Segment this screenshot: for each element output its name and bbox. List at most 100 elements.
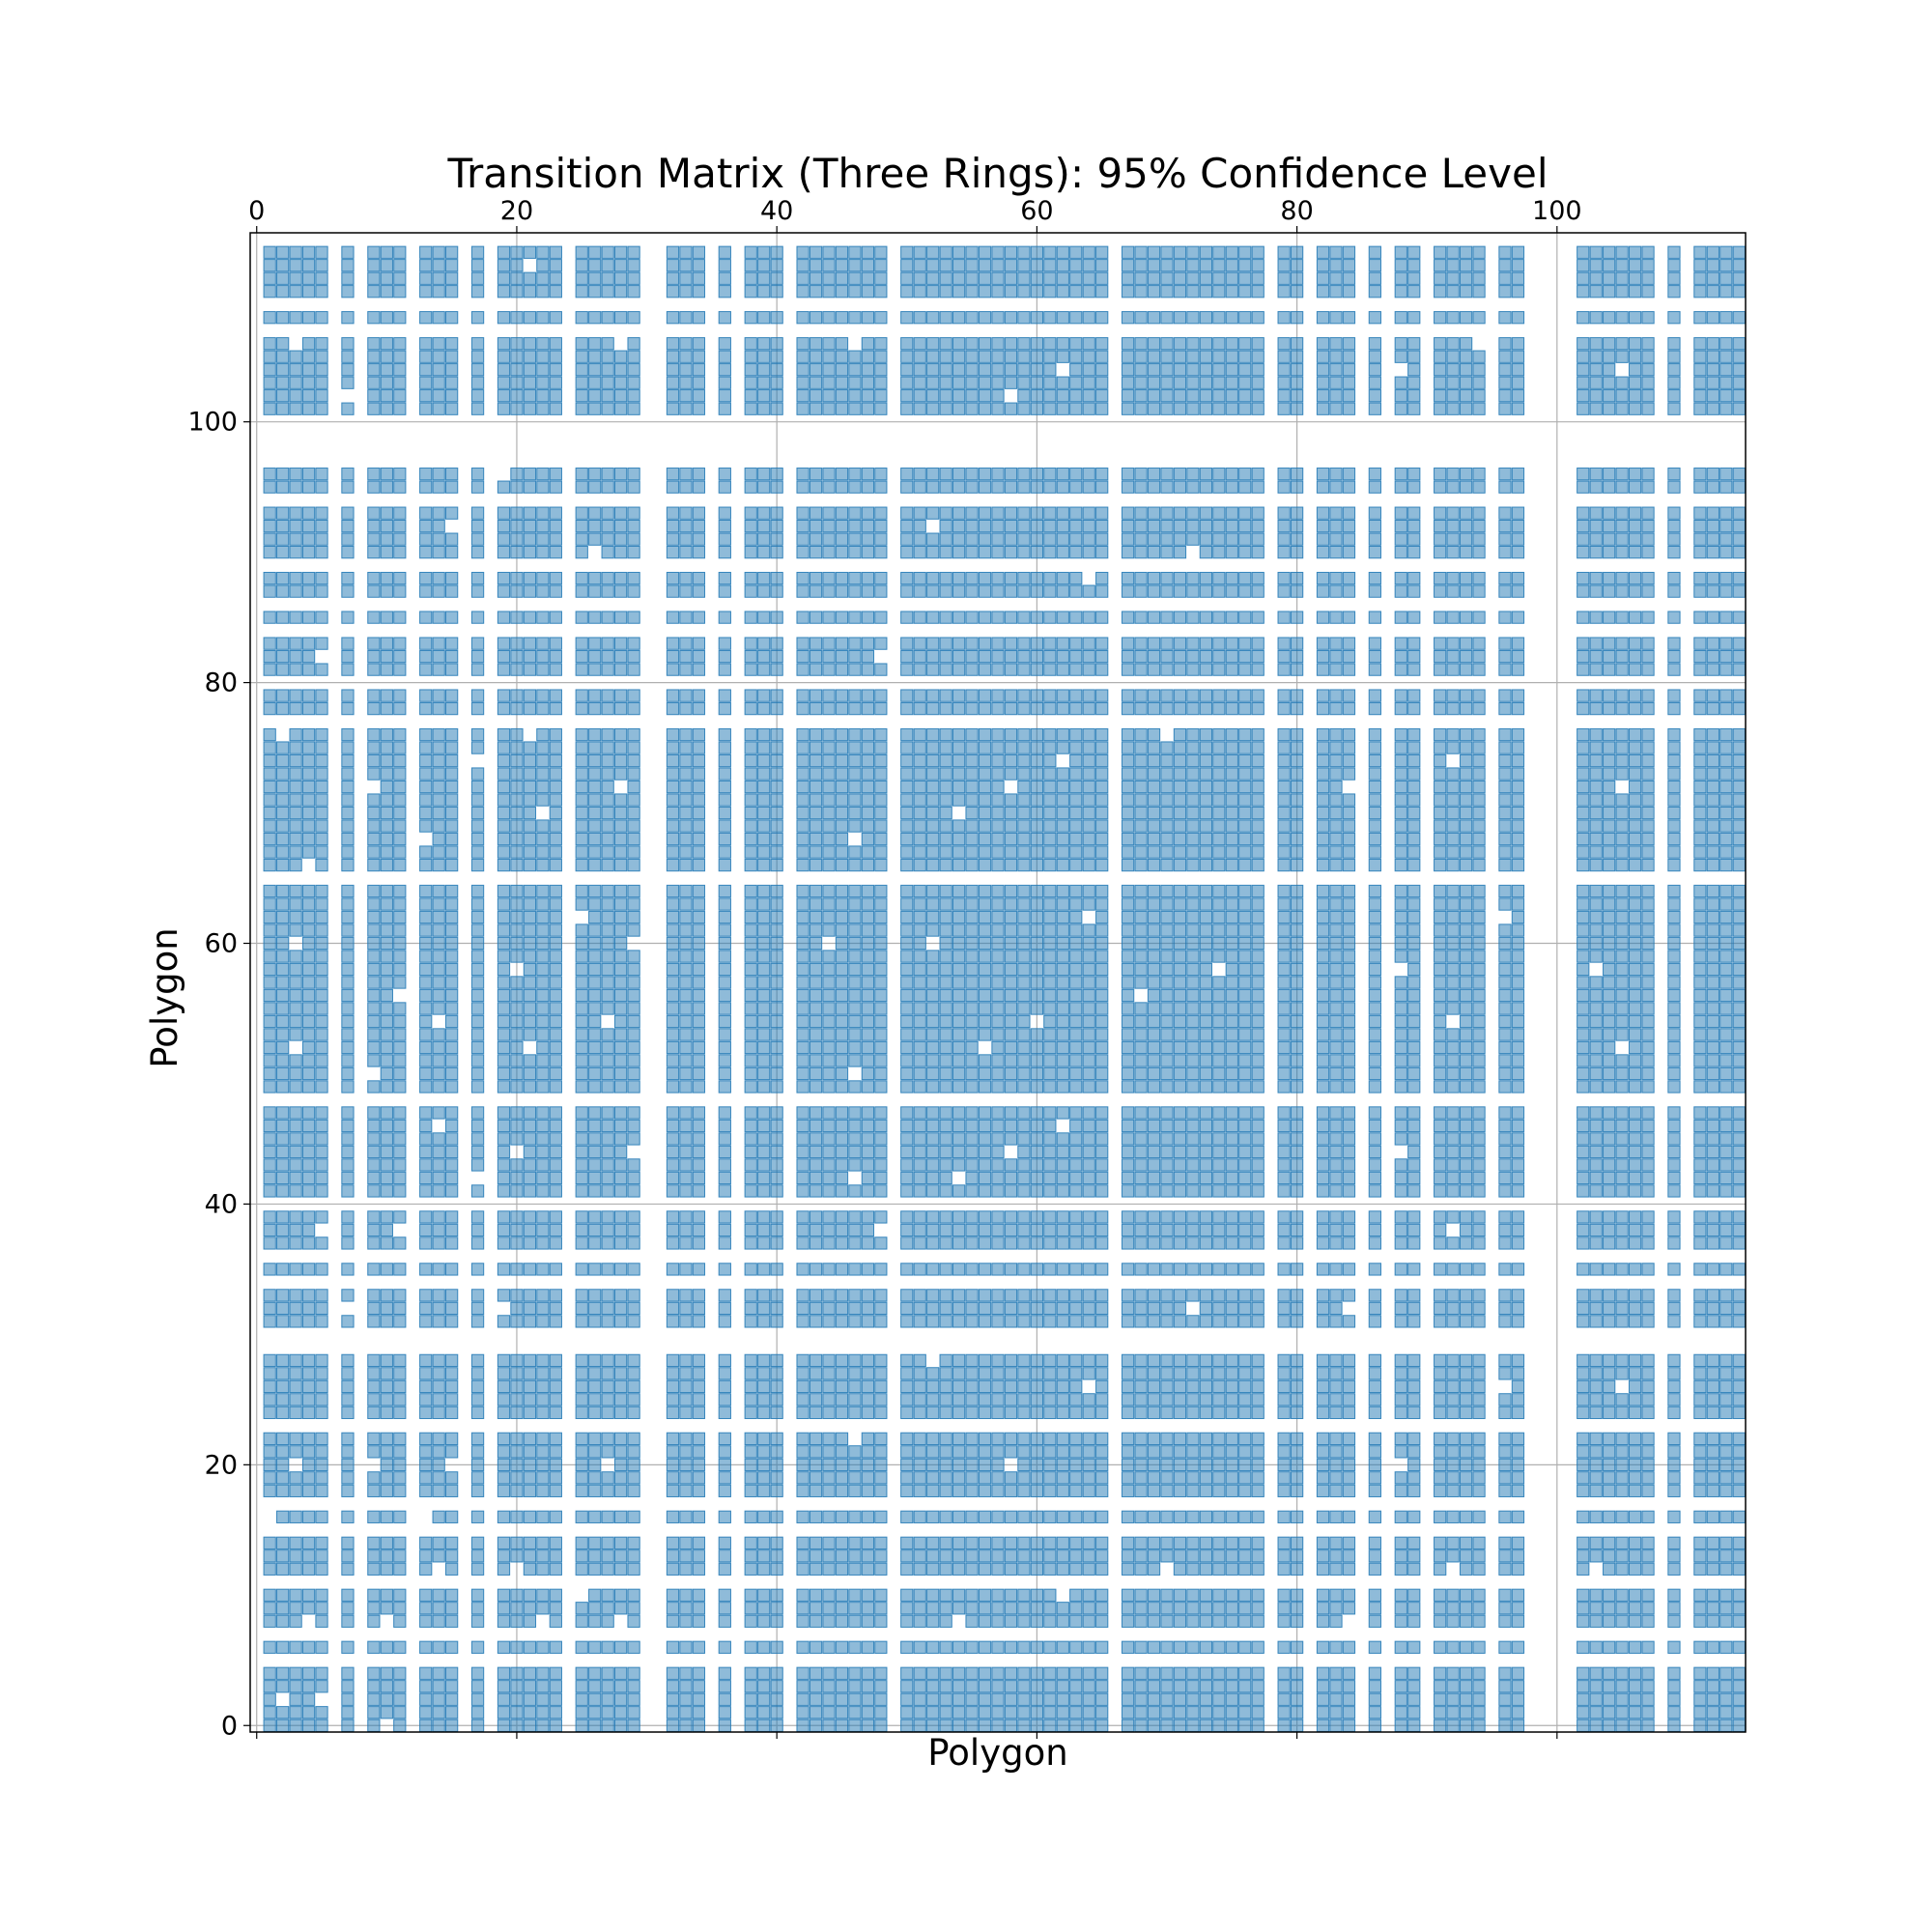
matrix-cell <box>809 1458 823 1471</box>
matrix-cell <box>744 1263 757 1276</box>
matrix-cell <box>965 819 979 833</box>
matrix-cell <box>809 1158 823 1172</box>
matrix-cell <box>341 1484 355 1497</box>
matrix-cell <box>770 1692 783 1706</box>
matrix-cell <box>1641 1562 1655 1576</box>
matrix-cell <box>575 1692 588 1706</box>
matrix-cell <box>1316 897 1330 911</box>
matrix-cell <box>835 1471 849 1485</box>
matrix-cell <box>1342 1132 1356 1146</box>
matrix-cell <box>1173 962 1187 977</box>
matrix-cell <box>1407 819 1421 833</box>
matrix-cell <box>874 1158 888 1172</box>
matrix-cell <box>1368 1432 1381 1445</box>
matrix-cell <box>822 976 836 989</box>
matrix-cell <box>588 1171 602 1185</box>
matrix-cell <box>601 1315 614 1328</box>
matrix-cell <box>1056 1145 1069 1159</box>
matrix-cell <box>770 897 783 911</box>
matrix-cell <box>1069 1379 1083 1394</box>
matrix-cell <box>1147 884 1161 898</box>
matrix-cell <box>1173 1484 1187 1497</box>
matrix-cell <box>523 976 537 989</box>
matrix-cell <box>497 976 511 989</box>
matrix-cell <box>549 1223 562 1237</box>
matrix-cell <box>757 1080 771 1094</box>
matrix-cell <box>367 1301 381 1316</box>
matrix-cell <box>263 1536 276 1549</box>
matrix-cell <box>770 1706 783 1719</box>
matrix-cell <box>1251 1263 1264 1276</box>
matrix-cell <box>809 1171 823 1185</box>
matrix-cell <box>1472 923 1486 937</box>
matrix-cell <box>536 1432 550 1445</box>
matrix-cell <box>692 1210 706 1224</box>
matrix-cell <box>1628 1119 1642 1133</box>
matrix-cell <box>796 1588 810 1602</box>
matrix-cell <box>952 1145 966 1159</box>
matrix-cell <box>1277 858 1291 872</box>
matrix-cell <box>341 1315 355 1328</box>
matrix-cell <box>848 1289 862 1302</box>
matrix-cell <box>1394 1536 1407 1549</box>
matrix-cell <box>380 1014 393 1029</box>
matrix-cell <box>848 1549 862 1563</box>
matrix-cell <box>367 1236 381 1250</box>
matrix-cell <box>861 1106 875 1120</box>
matrix-cell <box>1238 1145 1252 1159</box>
matrix-cell <box>1407 976 1421 989</box>
matrix-cell <box>1121 884 1135 898</box>
matrix-cell <box>991 819 1005 833</box>
matrix-cell <box>1706 1171 1719 1185</box>
matrix-cell <box>1615 1210 1629 1224</box>
matrix-cell <box>822 988 836 1003</box>
matrix-cell <box>1004 1263 1018 1276</box>
matrix-cell <box>1615 1680 1629 1693</box>
matrix-cell <box>263 1132 276 1146</box>
matrix-cell <box>835 1562 849 1576</box>
matrix-cell <box>1069 1680 1083 1693</box>
matrix-cell <box>939 1549 952 1563</box>
matrix-cell <box>1277 1315 1291 1328</box>
matrix-cell <box>1511 1263 1525 1276</box>
matrix-cell <box>276 1210 290 1224</box>
matrix-cell <box>978 1301 992 1316</box>
matrix-cell <box>393 950 407 963</box>
matrix-cell <box>1186 1002 1200 1015</box>
matrix-cell <box>991 897 1005 911</box>
matrix-cell <box>1238 1066 1252 1081</box>
matrix-cell <box>380 923 393 937</box>
matrix-cell <box>432 1680 445 1693</box>
matrix-cell <box>367 1002 381 1015</box>
matrix-cell <box>1589 1393 1603 1406</box>
matrix-cell <box>1290 1588 1304 1602</box>
matrix-cell <box>341 1263 355 1276</box>
matrix-cell <box>1434 897 1447 911</box>
matrix-cell <box>588 1510 602 1523</box>
matrix-cell <box>432 1602 445 1615</box>
matrix-cell <box>1147 1602 1161 1615</box>
matrix-cell <box>470 1692 485 1706</box>
matrix-cell <box>757 910 771 924</box>
matrix-cell <box>1641 1393 1655 1406</box>
matrix-cell <box>1199 1367 1212 1380</box>
matrix-cell <box>744 1614 757 1628</box>
matrix-cell <box>549 1692 562 1706</box>
matrix-cell <box>835 1066 849 1081</box>
matrix-cell <box>301 845 316 859</box>
matrix-cell <box>796 1666 810 1680</box>
matrix-cell <box>1667 1666 1681 1680</box>
matrix-cell <box>1394 1223 1407 1237</box>
matrix-cell <box>1134 1145 1148 1159</box>
matrix-cell <box>848 1406 862 1420</box>
matrix-cell <box>549 1158 562 1172</box>
matrix-cell <box>744 1040 757 1055</box>
matrix-cell <box>1511 1536 1525 1549</box>
matrix-cell <box>1407 1315 1421 1328</box>
matrix-cell <box>1004 884 1018 898</box>
matrix-cell <box>848 1158 862 1172</box>
matrix-cell <box>1043 1236 1057 1250</box>
matrix-cell <box>1121 1171 1135 1185</box>
matrix-cell <box>1251 1680 1264 1693</box>
matrix-cell <box>1160 1263 1174 1276</box>
